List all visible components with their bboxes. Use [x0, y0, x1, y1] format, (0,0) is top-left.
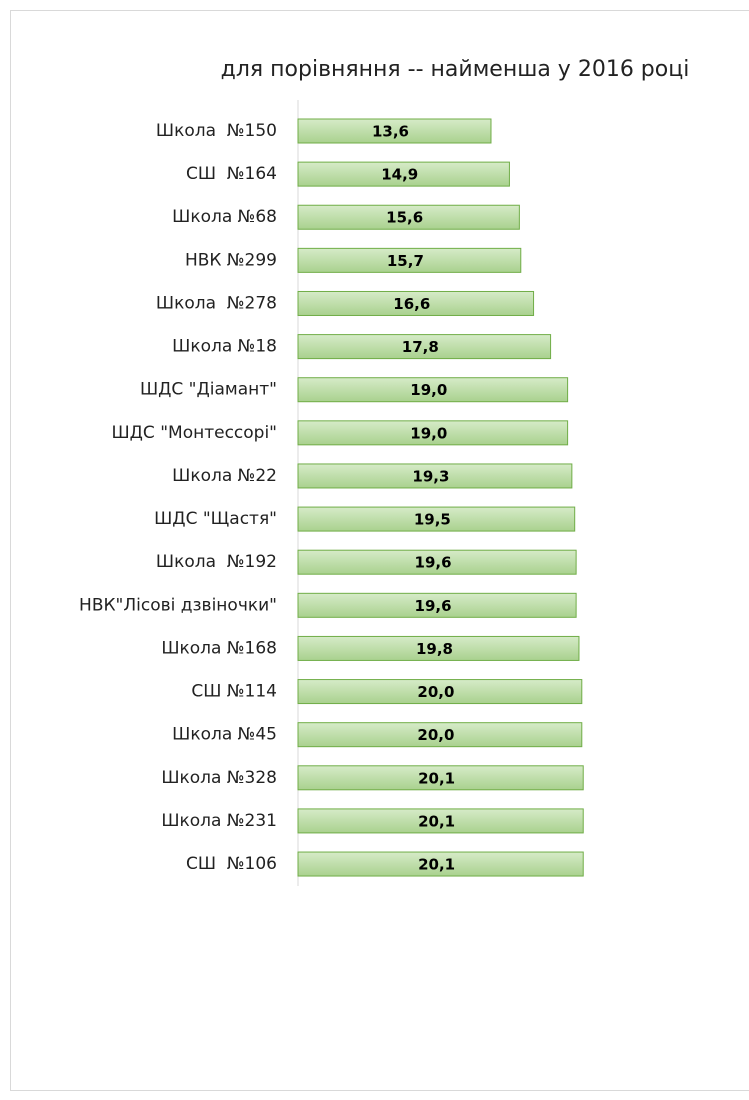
data-label: 20,0 — [417, 726, 454, 744]
bar — [297, 334, 552, 360]
category-label: Школа №18 — [172, 337, 277, 357]
category-label: ШДС "Щастя" — [154, 509, 277, 529]
bar — [297, 290, 535, 316]
category-label: Школа №231 — [161, 811, 277, 831]
bar — [297, 506, 576, 532]
data-label: 14,9 — [381, 166, 418, 184]
bar — [297, 635, 580, 661]
category-label: СШ №164 — [186, 164, 277, 184]
data-label: 20,1 — [418, 812, 455, 830]
data-label: 20,1 — [418, 769, 455, 787]
data-label: 20,1 — [418, 856, 455, 874]
category-label: ШДС "Монтессорі" — [111, 423, 277, 443]
category-label: Школа №192 — [156, 552, 277, 572]
chart-title: для порівняння -- найменша у 2016 році — [221, 57, 690, 82]
category-label: НВК №299 — [185, 250, 277, 270]
bar — [297, 204, 520, 230]
bar — [297, 722, 583, 748]
category-label: СШ №114 — [191, 682, 277, 702]
category-label: Школа №168 — [161, 638, 277, 658]
bar — [297, 463, 573, 489]
category-label: Школа №278 — [156, 293, 277, 313]
data-label: 19,8 — [416, 640, 453, 658]
data-label: 17,8 — [402, 338, 439, 356]
bar — [297, 592, 577, 618]
bar — [297, 679, 583, 705]
category-label: Школа №328 — [161, 768, 277, 788]
bar — [297, 118, 492, 144]
data-label: 19,6 — [415, 597, 452, 615]
data-label: 19,0 — [410, 424, 447, 442]
bar — [297, 161, 510, 187]
bar — [297, 765, 584, 791]
data-label: 19,3 — [412, 467, 449, 485]
category-label: ШДС "Діамант" — [140, 380, 277, 400]
bar — [297, 247, 522, 273]
bar — [297, 808, 584, 834]
data-label: 15,6 — [386, 209, 423, 227]
data-label: 19,5 — [414, 511, 451, 529]
bar — [297, 377, 569, 403]
data-label: 20,0 — [417, 683, 454, 701]
category-label: Школа №45 — [172, 725, 277, 745]
data-label: 19,6 — [415, 554, 452, 572]
bar — [297, 420, 569, 446]
category-label: Школа №22 — [172, 466, 277, 486]
category-label: Школа №150 — [156, 121, 277, 141]
data-label: 16,6 — [393, 295, 430, 313]
data-label: 19,0 — [410, 381, 447, 399]
bar — [297, 549, 577, 575]
category-label: НВК"Лісові дзвіночки" — [79, 595, 277, 615]
category-label: Школа №68 — [172, 207, 277, 227]
data-label: 15,7 — [387, 252, 424, 270]
data-label: 13,6 — [372, 123, 409, 141]
category-label: СШ №106 — [186, 854, 277, 874]
bar — [297, 851, 584, 877]
